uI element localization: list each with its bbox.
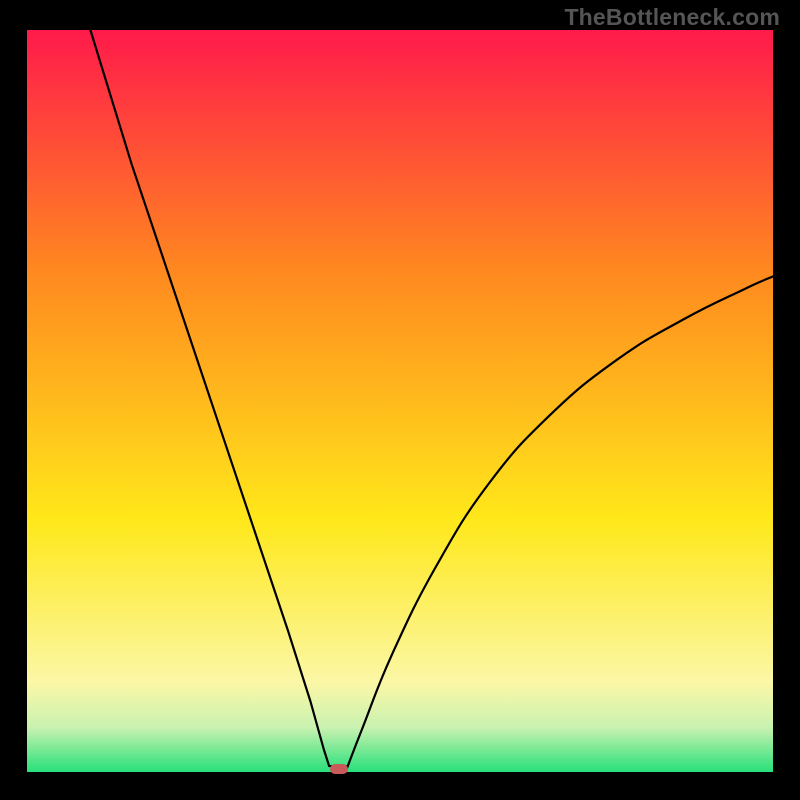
plot-area xyxy=(27,30,773,772)
curve-path xyxy=(90,30,773,770)
bottleneck-curve xyxy=(27,30,773,772)
optimal-point-marker xyxy=(330,764,348,774)
chart-frame: TheBottleneck.com xyxy=(0,0,800,800)
watermark-text: TheBottleneck.com xyxy=(564,4,780,31)
